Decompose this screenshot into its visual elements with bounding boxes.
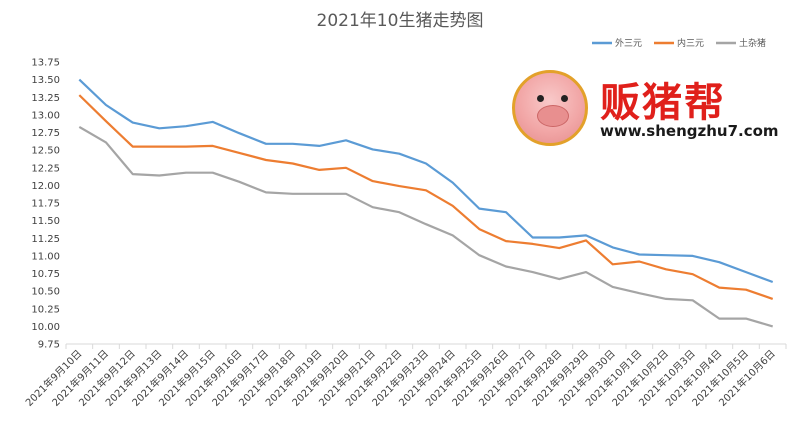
brand-name: 贩猪帮 [600, 80, 726, 126]
pig-eye-icon [561, 95, 568, 102]
y-tick-label: 13.00 [31, 110, 60, 121]
y-tick-label: 11.75 [31, 199, 60, 210]
brand-url: www.shengzhu7.com [600, 122, 779, 140]
series-line-3 [78, 125, 774, 328]
y-tick-label: 13.25 [31, 93, 60, 104]
y-tick-label: 13.50 [31, 75, 60, 86]
y-tick-label: 10.75 [31, 269, 60, 280]
pig-mascot-icon [512, 70, 588, 146]
y-tick-label: 12.00 [31, 181, 60, 192]
legend-label: 土杂猪 [739, 37, 766, 49]
y-tick-label: 11.50 [31, 216, 60, 227]
pig-eye-icon [537, 95, 544, 102]
legend: 外三元 内三元 土杂猪 [592, 37, 766, 49]
y-tick-label: 12.75 [31, 128, 60, 139]
y-tick-label: 11.25 [31, 234, 60, 245]
series-line-2 [78, 94, 774, 300]
series-line-1 [78, 78, 774, 284]
y-tick-label: 10.00 [31, 322, 60, 333]
y-axis: 9.75 10.00 10.25 10.50 10.75 11.00 11.25 11.50 1… [31, 58, 60, 351]
y-tick-label: 10.25 [31, 304, 60, 315]
series-layer [78, 78, 774, 328]
legend-label: 外三元 [615, 37, 642, 49]
legend-label: 内三元 [677, 37, 704, 49]
brand-logo: 贩猪帮 www.shengzhu7.com [510, 68, 779, 148]
y-tick-label: 10.50 [31, 287, 60, 298]
x-axis: 2021年9月10日2021年9月11日2021年9月12日2021年9月13日… [23, 343, 787, 409]
y-tick-label: 11.00 [31, 251, 60, 262]
y-tick-label: 9.75 [38, 340, 60, 351]
pig-snout-icon [537, 105, 569, 127]
y-tick-label: 13.75 [31, 58, 60, 69]
chart-title: 2021年10生猪走势图 [316, 11, 484, 31]
y-tick-label: 12.25 [31, 163, 60, 174]
y-tick-label: 12.50 [31, 146, 60, 157]
